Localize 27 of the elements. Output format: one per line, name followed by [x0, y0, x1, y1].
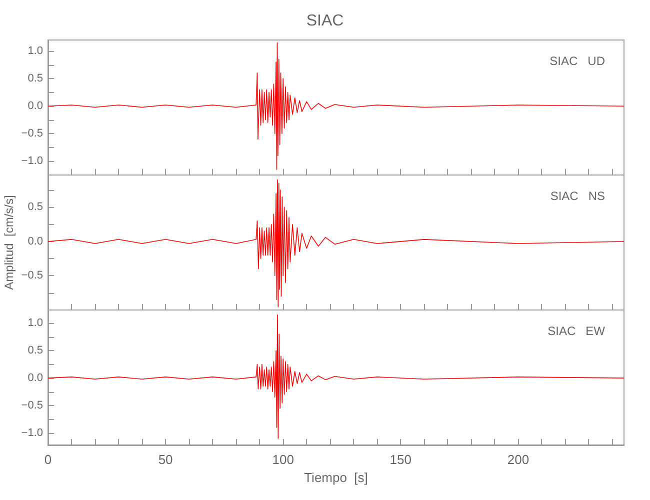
line-series — [48, 42, 624, 170]
y-tick-label: −0.5 — [21, 270, 43, 282]
line-series — [48, 314, 624, 439]
y-axis-title: Amplitud [cm/s/s] — [2, 195, 16, 290]
annotation: SIAC NS — [550, 189, 606, 203]
y-tick-label: 0.5 — [28, 344, 43, 357]
x-tick-label: 50 — [158, 452, 173, 467]
y-tick-label: 0.0 — [28, 372, 43, 384]
x-tick-label: 200 — [507, 452, 530, 467]
x-axis-title: Tiempo [s] — [304, 470, 368, 485]
y-tick-label: −1.0 — [21, 426, 43, 439]
y-tick-label: −1.0 — [21, 155, 43, 168]
x-tick-label: 100 — [272, 452, 294, 467]
chart-title: SIAC — [306, 12, 344, 30]
line-series — [48, 179, 624, 307]
y-tick-label: 0.5 — [28, 72, 43, 85]
y-tick-label: 0.0 — [28, 235, 43, 248]
y-tick-label: 1.0 — [28, 317, 43, 330]
annotation: SIAC UD — [550, 54, 606, 68]
annotation: SIAC EW — [548, 324, 606, 338]
x-tick-label: 150 — [390, 452, 412, 467]
y-tick-label: −0.5 — [21, 128, 43, 140]
y-tick-label: −0.5 — [21, 399, 43, 412]
x-tick-label: 0 — [44, 452, 52, 467]
y-tick-label: 1.0 — [28, 45, 43, 58]
y-tick-label: 0.5 — [28, 201, 43, 214]
y-tick-label: 0.0 — [28, 100, 43, 112]
